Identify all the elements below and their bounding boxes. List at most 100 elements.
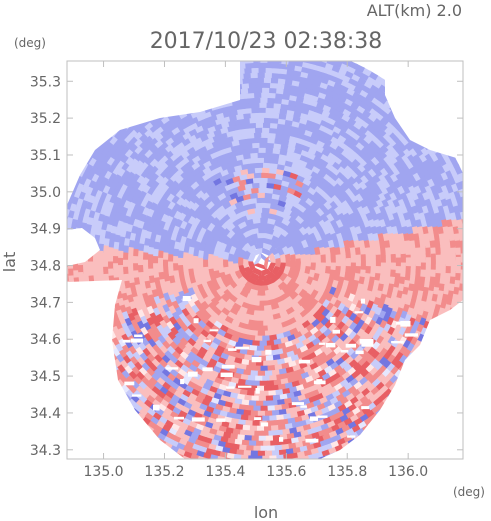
echo-cell	[394, 271, 402, 281]
echo-cell	[285, 287, 296, 298]
echo-cell	[285, 258, 292, 267]
echo-cell	[350, 261, 357, 270]
echo-cell	[269, 374, 279, 382]
echo-cell	[430, 260, 437, 270]
echo-cell	[279, 292, 290, 302]
echo-cell	[430, 245, 437, 255]
echo-cell	[245, 172, 255, 180]
echo-cell	[275, 82, 285, 90]
echo-cell	[97, 272, 105, 282]
echo-cell	[238, 419, 248, 426]
echo-cell	[410, 268, 417, 277]
echo-cell	[99, 229, 107, 239]
echo-cell	[197, 257, 204, 266]
echo-cell	[390, 245, 397, 255]
echo-cell	[424, 238, 431, 248]
echo-cell	[414, 271, 422, 281]
echo-cell	[335, 61, 344, 64]
echo-cell	[473, 289, 480, 300]
echo-cell	[255, 157, 264, 163]
echo-cell	[345, 257, 352, 267]
echo-cell	[282, 83, 292, 91]
echo-cell	[287, 176, 298, 185]
echo-cell	[393, 278, 401, 288]
echo-cell	[187, 287, 196, 297]
echo-cell	[172, 263, 179, 272]
echo-cell	[330, 254, 337, 263]
echo-cell	[395, 257, 402, 267]
echo-cell	[148, 275, 156, 285]
echo-cell	[302, 282, 312, 292]
echo-cell	[217, 257, 224, 266]
echo-cell	[117, 243, 125, 253]
echo-cell	[117, 265, 124, 274]
echo-cell	[231, 443, 242, 451]
echo-cell	[252, 340, 261, 347]
echo-cell	[299, 187, 310, 197]
echo-cell	[445, 245, 452, 255]
echo-cell	[296, 169, 306, 178]
echo-cell	[248, 72, 258, 79]
echo-cell	[470, 304, 478, 315]
echo-cell	[420, 260, 427, 270]
echo-cell	[244, 177, 254, 185]
echo-cell	[224, 315, 235, 325]
y-tick-label: 34.5	[30, 369, 61, 385]
echo-cell	[87, 261, 94, 271]
echo-cell	[263, 320, 272, 327]
echo-cell	[174, 218, 183, 229]
echo-cell	[271, 344, 280, 351]
echo-cell	[250, 102, 260, 109]
echo-cell	[470, 267, 476, 277]
echo-cell	[207, 261, 214, 270]
echo-cell	[52, 247, 58, 257]
echo-cell	[56, 320, 64, 331]
echo-cell	[245, 132, 255, 139]
echo-cell	[94, 227, 102, 238]
echo-cell	[378, 238, 386, 248]
echo-cell	[259, 137, 268, 143]
echo-cell	[228, 245, 237, 255]
echo-cell	[49, 284, 56, 294]
echo-cell	[243, 266, 253, 277]
echo-cell	[314, 467, 325, 475]
echo-cell	[242, 258, 249, 269]
echo-cell	[238, 215, 248, 224]
echo-cell	[302, 291, 312, 302]
echo-cell	[236, 103, 246, 110]
echo-cell	[262, 242, 273, 251]
no-data-speck	[330, 317, 336, 323]
echo-cell	[54, 312, 62, 323]
echo-cell	[217, 328, 227, 338]
echo-cell	[380, 268, 387, 278]
echo-cell	[233, 285, 243, 295]
echo-cell	[224, 61, 227, 62]
echo-cell	[248, 400, 258, 407]
echo-cell	[264, 330, 274, 337]
echo-cell	[246, 445, 256, 452]
echo-cell	[236, 143, 246, 151]
echo-cell	[266, 420, 276, 427]
echo-cell	[264, 425, 274, 432]
echo-cell	[259, 92, 269, 98]
echo-cell	[415, 245, 422, 255]
echo-cell	[246, 167, 256, 175]
echo-cell	[297, 232, 306, 242]
echo-cell	[295, 275, 304, 286]
echo-cell	[183, 222, 193, 232]
no-data-speck	[305, 438, 319, 443]
echo-cell	[293, 294, 304, 304]
echo-cell	[243, 102, 253, 109]
echo-cell	[267, 282, 277, 291]
no-data-speck	[355, 350, 364, 355]
echo-cell	[250, 62, 260, 69]
echo-cell	[251, 137, 261, 144]
echo-cell	[257, 290, 266, 297]
echo-cell	[243, 142, 253, 150]
echo-cell	[413, 278, 421, 288]
echo-cell	[192, 255, 199, 265]
echo-cell	[188, 223, 197, 234]
echo-cell	[241, 358, 251, 366]
echo-cell	[265, 271, 276, 281]
echo-cell	[207, 253, 214, 262]
